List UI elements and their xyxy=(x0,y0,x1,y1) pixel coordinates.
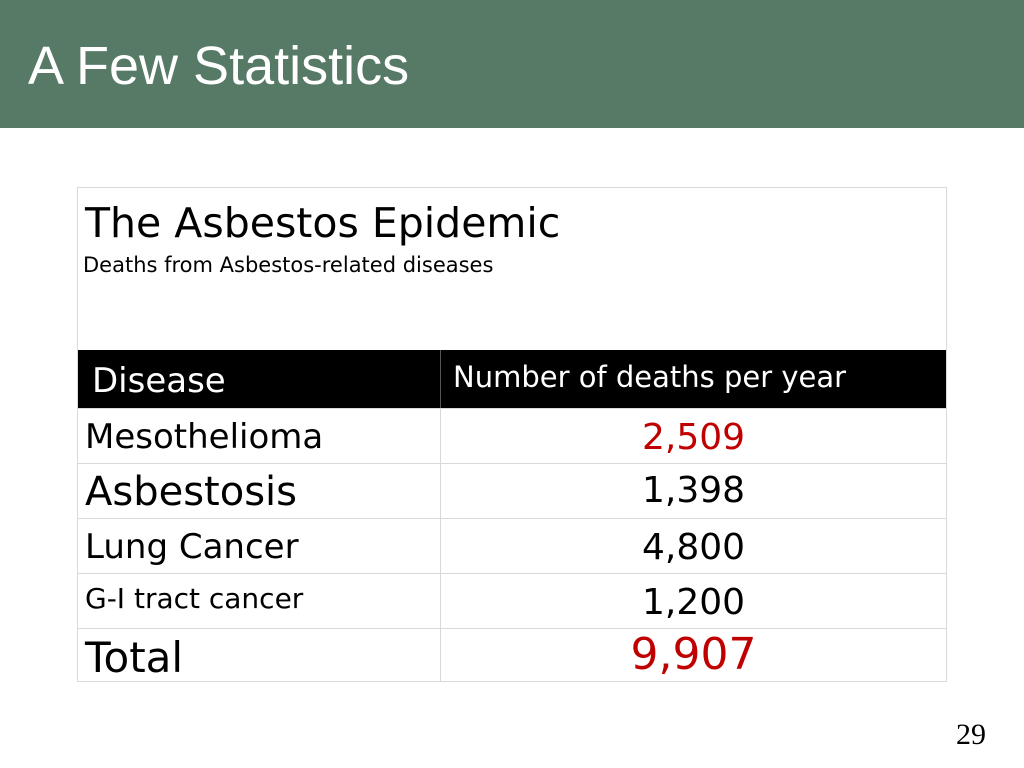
deaths-value: 4,800 xyxy=(641,527,746,568)
deaths-cell: 1,398 xyxy=(441,464,946,518)
title-bar: A Few Statistics xyxy=(0,0,1024,128)
disease-name: Lung Cancer xyxy=(85,527,299,567)
header-deaths: Number of deaths per year xyxy=(441,350,946,408)
deaths-cell: 4,800 xyxy=(441,519,946,573)
total-value: 9,907 xyxy=(630,629,757,680)
table-row-total: Total 9,907 xyxy=(78,628,946,682)
table-row: Asbestosis 1,398 xyxy=(78,463,946,518)
statistics-table: The Asbestos Epidemic Deaths from Asbest… xyxy=(77,187,947,682)
disease-name: Asbestosis xyxy=(85,469,297,515)
slide-number: 29 xyxy=(956,718,986,751)
table-header-row: Disease Number of deaths per year xyxy=(78,350,946,408)
deaths-cell: 1,200 xyxy=(441,574,946,628)
disease-cell: G-I tract cancer xyxy=(78,574,441,628)
disease-name: Mesothelioma xyxy=(85,417,324,457)
deaths-value: 1,200 xyxy=(641,582,746,623)
disease-cell: Asbestosis xyxy=(78,464,441,518)
caption-subtitle: Deaths from Asbestos-related diseases xyxy=(83,253,494,277)
disease-cell: Mesothelioma xyxy=(78,409,441,463)
header-disease-label: Disease xyxy=(92,361,226,401)
deaths-value: 2,509 xyxy=(641,417,746,458)
table-caption: The Asbestos Epidemic Deaths from Asbest… xyxy=(78,188,946,350)
slide-title: A Few Statistics xyxy=(28,36,410,96)
deaths-cell: 2,509 xyxy=(441,409,946,463)
caption-title: The Asbestos Epidemic xyxy=(85,199,561,247)
deaths-cell: 9,907 xyxy=(441,629,946,681)
total-label: Total xyxy=(85,633,184,682)
header-disease: Disease xyxy=(78,350,441,408)
deaths-value: 1,398 xyxy=(641,470,746,511)
table-row: G-I tract cancer 1,200 xyxy=(78,573,946,628)
table-row: Mesothelioma 2,509 xyxy=(78,408,946,463)
disease-cell: Total xyxy=(78,629,441,682)
disease-name: G-I tract cancer xyxy=(85,582,304,615)
disease-cell: Lung Cancer xyxy=(78,519,441,573)
header-deaths-label: Number of deaths per year xyxy=(453,360,847,394)
table-row: Lung Cancer 4,800 xyxy=(78,518,946,573)
